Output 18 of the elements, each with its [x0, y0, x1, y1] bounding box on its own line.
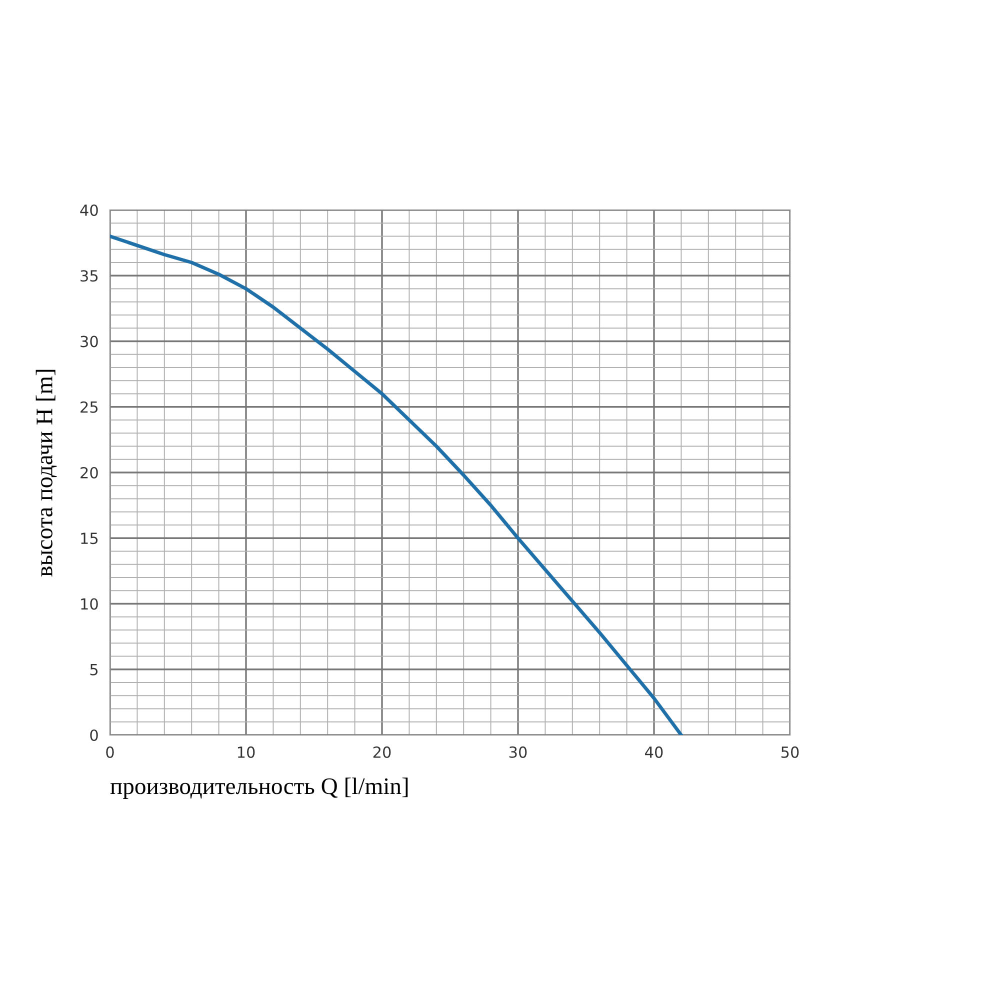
- y-tick-label: 35: [80, 270, 98, 282]
- y-tick-label: 20: [80, 466, 98, 479]
- y-tick-label: 5: [90, 664, 98, 676]
- line-series: [110, 234, 683, 735]
- y-tick-label: 40: [80, 204, 98, 216]
- y-tick-label: 25: [80, 401, 98, 413]
- x-tick-label: 50: [781, 746, 799, 758]
- x-tick-label: 20: [373, 746, 391, 758]
- x-axis-title: производительность Q [l/min]: [110, 778, 408, 799]
- y-tick-label: 10: [81, 598, 98, 610]
- x-tick-label: 40: [645, 746, 663, 758]
- y-tick-label: 15: [81, 532, 98, 544]
- y-tick-label: 0: [90, 729, 98, 742]
- x-tick-label: 0: [106, 746, 114, 758]
- y-tick-label: 30: [80, 336, 98, 348]
- x-tick-label: 10: [238, 746, 255, 758]
- y-axis-title: высота подачи H [m]: [36, 370, 57, 576]
- x-tick-label: 30: [509, 746, 527, 758]
